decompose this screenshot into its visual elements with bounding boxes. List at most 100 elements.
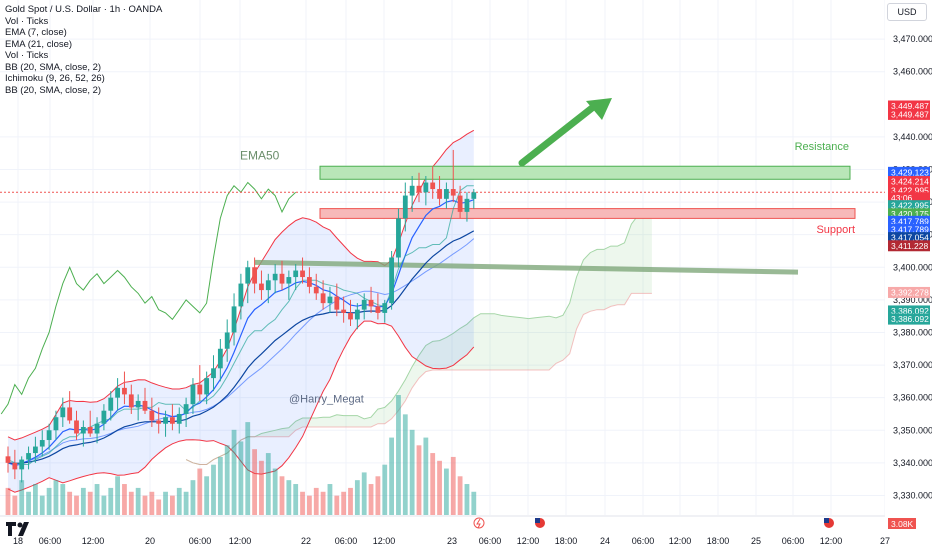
volume-bar xyxy=(313,487,319,515)
volume-bar xyxy=(87,491,93,515)
indicator-ema-21[interactable]: EMA (21, close) xyxy=(5,38,73,50)
time-axis[interactable]: 18 06:00 12:00 20 06:00 12:00 22 06:00 12:00 23 06… xyxy=(0,515,890,550)
volume-bar xyxy=(361,472,367,515)
volume-bar xyxy=(444,468,449,515)
time-tick-label: 12:00 xyxy=(82,536,105,546)
candle-body xyxy=(327,296,333,304)
candle-body xyxy=(252,267,257,284)
price-tag: 3,417.789 xyxy=(888,223,930,235)
volume-bar xyxy=(307,495,312,515)
indicator-ichimoku[interactable]: Ichimoku (9, 26, 52, 26) xyxy=(5,73,105,84)
candle xyxy=(224,319,230,362)
candle xyxy=(423,176,429,206)
price-axis[interactable]: 3,330.000 3,340.000 3,350.000 3,360.000 3,37… xyxy=(885,0,932,550)
candle-body xyxy=(19,459,25,470)
volume-bar xyxy=(231,429,237,515)
candle-body xyxy=(176,413,182,424)
tradingview-logo-icon[interactable] xyxy=(4,518,34,540)
volume-bar xyxy=(60,484,66,515)
volume-bar xyxy=(409,429,415,515)
candle-body xyxy=(471,192,477,199)
time-tick-label: 20 xyxy=(145,536,155,546)
price-tick-label: 3,460.000 xyxy=(893,67,932,77)
indicator-vol-2[interactable]: Vol · Ticks xyxy=(5,50,49,61)
candle xyxy=(354,303,360,330)
volume-bar xyxy=(217,456,223,515)
bullish-arrow-head xyxy=(586,98,612,120)
symbol-title[interactable]: Gold Spot / U.S. Dollar · 1h · OANDA xyxy=(5,4,163,15)
volume-bar xyxy=(327,484,333,515)
candle xyxy=(361,293,367,320)
price-tick-label: 3,400.000 xyxy=(893,262,932,272)
price-tag-text: 43:06 xyxy=(891,193,913,203)
candle-body xyxy=(46,430,52,441)
candle xyxy=(341,296,347,323)
time-tick-label: 06:00 xyxy=(782,536,805,546)
candle-body xyxy=(128,394,134,408)
candle xyxy=(416,172,422,203)
time-tick-label: 06:00 xyxy=(39,536,62,546)
candle-body xyxy=(115,387,120,398)
volume-bar xyxy=(12,495,18,515)
currency-selector[interactable]: USD xyxy=(887,3,927,21)
candle-body xyxy=(402,195,408,219)
volume-bar xyxy=(430,453,436,515)
volume-bar xyxy=(19,480,25,515)
time-tick-label: 22 xyxy=(301,536,311,546)
candle xyxy=(320,280,326,310)
time-tick-label: 12:00 xyxy=(373,536,396,546)
volume-bar xyxy=(101,495,107,515)
candle-body xyxy=(423,182,429,193)
indicator-bb-1[interactable]: BB (20, SMA, close, 2) xyxy=(5,61,102,73)
price-tag-bg xyxy=(888,166,930,178)
indicator-legend: Gold Spot / U.S. Dollar · 1h · OANDA Vol… xyxy=(5,4,162,96)
candle-body xyxy=(53,417,59,431)
time-tick-label: 06:00 xyxy=(189,536,212,546)
volume-bar xyxy=(74,495,79,515)
candle xyxy=(39,430,45,457)
price-tag: 3,429.123 xyxy=(888,166,930,178)
candle xyxy=(286,270,292,300)
candle xyxy=(115,378,120,411)
candle-body xyxy=(33,446,38,454)
price-tag-text: 3,392.278 xyxy=(891,287,929,297)
ichimoku-cloud xyxy=(0,181,652,465)
indicator-ema-7[interactable]: EMA (7, close) xyxy=(5,27,67,38)
volume-bar xyxy=(320,491,326,515)
candle-body xyxy=(341,309,347,313)
candle xyxy=(307,267,312,294)
candle xyxy=(101,404,107,431)
lightning-icon xyxy=(473,517,485,529)
time-axis-bg xyxy=(0,517,885,550)
price-tick-label: 3,470.000 xyxy=(893,34,932,44)
volume-bar xyxy=(33,484,38,515)
candle xyxy=(464,192,470,222)
candle-body xyxy=(361,299,367,310)
price-tag-text: 3,449.487 xyxy=(891,109,929,119)
candle-body xyxy=(211,368,216,379)
volume-bar xyxy=(5,487,11,515)
indicator-bb-2[interactable]: BB (20, SMA, close, 2) xyxy=(5,84,102,96)
volume-bar xyxy=(464,484,470,515)
support-resistance-zones[interactable] xyxy=(0,165,885,275)
candle-body xyxy=(26,453,31,460)
candle xyxy=(19,456,25,483)
candle xyxy=(457,185,463,219)
us-flag-icon xyxy=(535,518,545,528)
candle-body xyxy=(416,185,422,193)
candle xyxy=(190,378,196,414)
candle xyxy=(12,449,18,480)
candle-body xyxy=(279,273,285,284)
candle-body xyxy=(12,462,18,470)
price-tag-bg xyxy=(888,305,930,317)
indicator-vol-1[interactable]: Vol · Ticks xyxy=(5,15,49,27)
candle-body xyxy=(265,280,271,291)
volume-bar xyxy=(26,491,31,515)
price-tag-text: 3,424.214 xyxy=(891,177,929,187)
volume-bar xyxy=(94,484,100,515)
volume-bar xyxy=(149,491,155,515)
time-tick-label: 25 xyxy=(751,536,761,546)
drawing-annotations[interactable]: EMA50 Resistance Support @Harry_Megat xyxy=(240,98,855,406)
price-tick-label: 3,380.000 xyxy=(893,327,932,337)
